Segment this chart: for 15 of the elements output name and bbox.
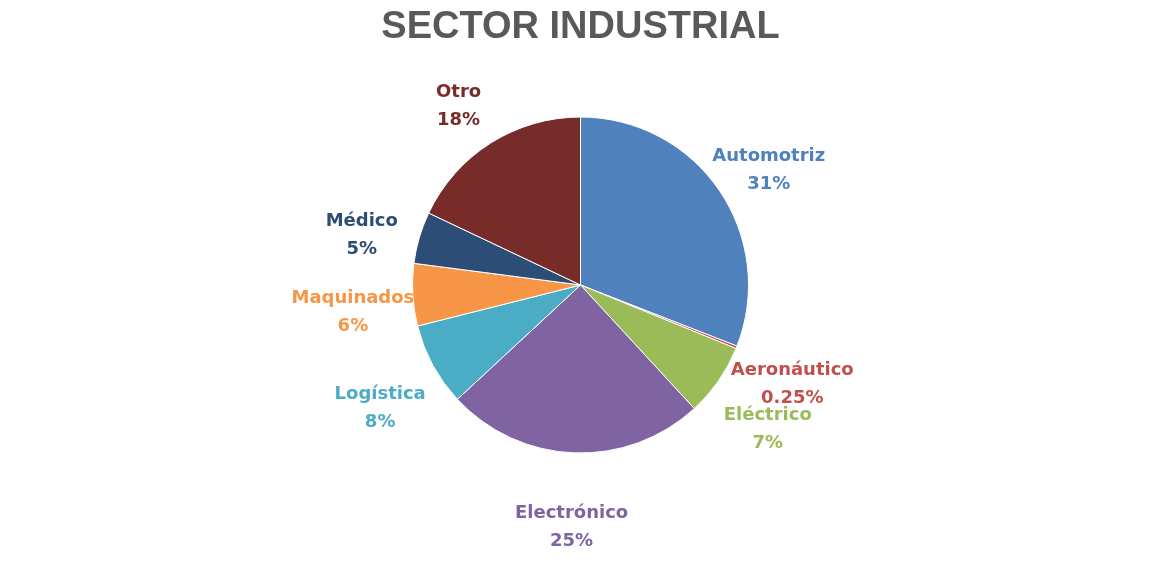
data-label: 18%	[437, 108, 481, 130]
slice-label: Electrónico	[514, 500, 629, 522]
slice-label: Otro	[436, 80, 482, 102]
data-label: 31%	[747, 172, 791, 194]
data-label: 25%	[550, 528, 594, 550]
slice-label: Aeronáutico	[730, 357, 854, 379]
slice-label: Logística	[334, 381, 426, 403]
chart-title: SECTOR INDUSTRIAL	[381, 4, 780, 46]
slice-label: Automotriz	[712, 144, 826, 166]
data-label: 7%	[752, 431, 784, 453]
slice-label: Médico	[325, 208, 398, 230]
data-label: 6%	[337, 314, 369, 336]
slice-label: Maquinados	[291, 286, 415, 308]
data-label: 5%	[346, 236, 378, 258]
data-label: 8%	[364, 409, 396, 431]
